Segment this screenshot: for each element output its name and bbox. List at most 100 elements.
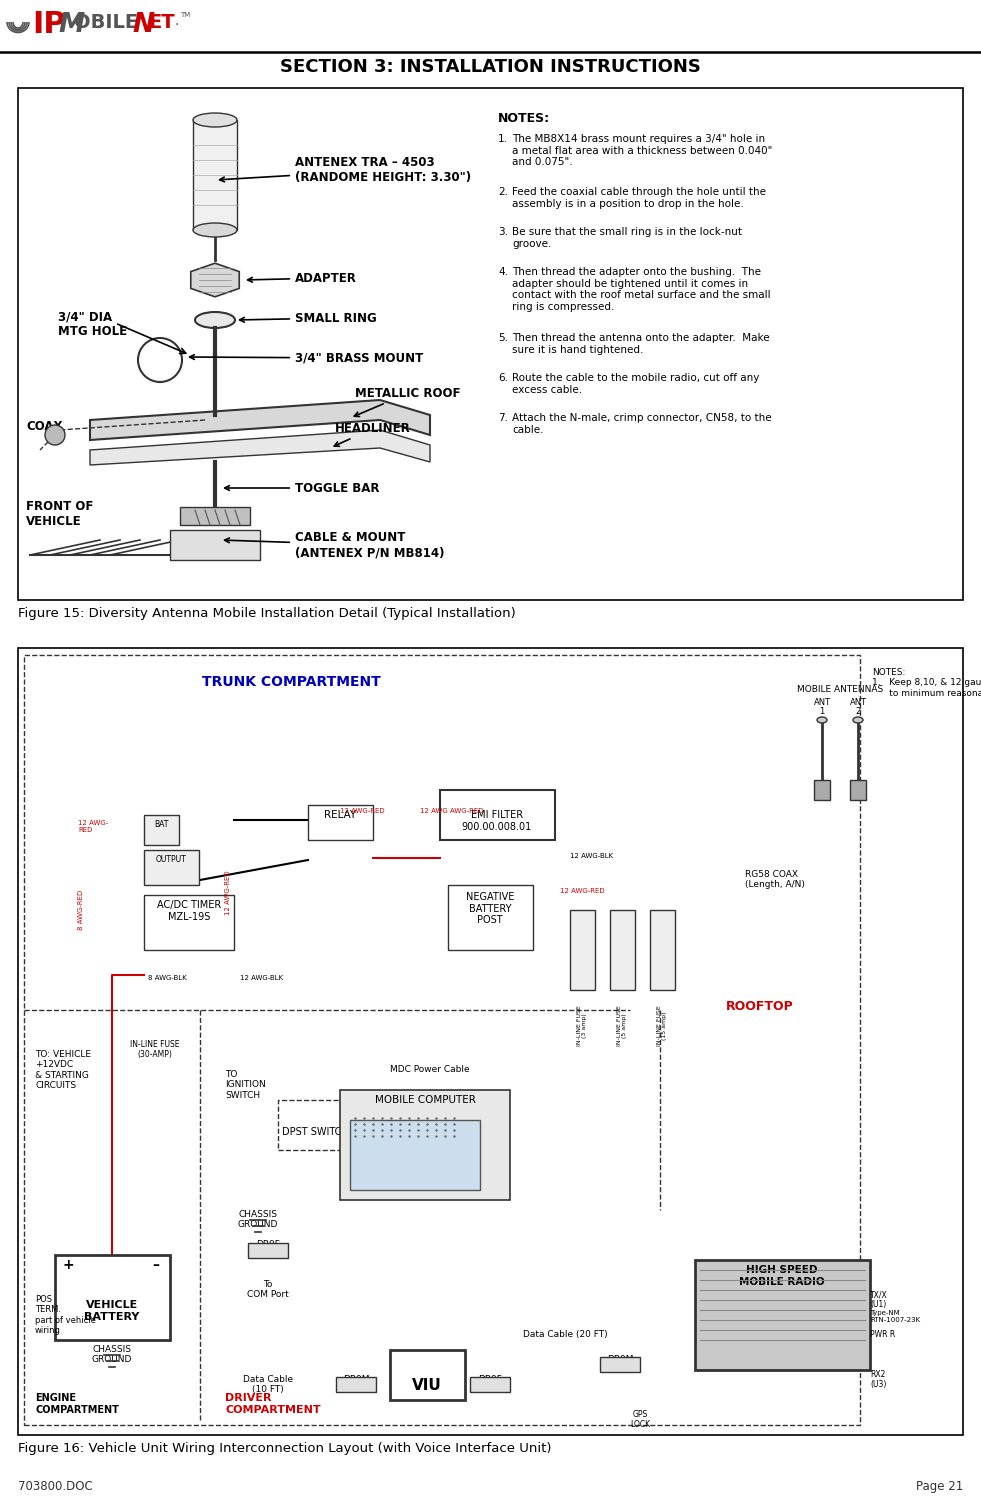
Text: 2.: 2. [498, 188, 508, 196]
Text: 3.: 3. [498, 226, 508, 237]
Bar [144, 850, 199, 885]
Text: The MB8X14 brass mount requires a 3/4" hole in
a metal flat area with a thicknes: The MB8X14 brass mount requires a 3/4" h… [512, 134, 772, 166]
Text: DB9M: DB9M [607, 1354, 634, 1364]
Text: IN-LINE FUSE
(30-AMP): IN-LINE FUSE (30-AMP) [130, 1040, 180, 1059]
Text: 12 AWG-BLK: 12 AWG-BLK [570, 853, 613, 859]
Text: Data Cable (20 FT): Data Cable (20 FT) [523, 1330, 607, 1340]
Text: 12 AWG-BLK: 12 AWG-BLK [240, 975, 284, 981]
Ellipse shape [853, 717, 863, 723]
Bar [350, 1120, 480, 1190]
Circle shape [138, 338, 182, 382]
Text: IP: IP [32, 10, 66, 39]
Text: DB9M: DB9M [342, 1376, 369, 1384]
Text: CABLE & MOUNT
(ANTENEX P/N MB814): CABLE & MOUNT (ANTENEX P/N MB814) [225, 531, 444, 560]
Text: ANT: ANT [813, 698, 831, 706]
Circle shape [45, 424, 65, 445]
Text: FRONT OF
VEHICLE: FRONT OF VEHICLE [26, 500, 93, 528]
Text: 12 AWG AWG-RED: 12 AWG AWG-RED [420, 808, 484, 814]
Bar [55, 1256, 170, 1340]
Text: ANTENEX TRA – 4503
(RANDOME HEIGHT: 3.30"): ANTENEX TRA – 4503 (RANDOME HEIGHT: 3.30… [220, 156, 471, 184]
Text: Route the cable to the mobile radio, cut off any
excess cable.: Route the cable to the mobile radio, cut… [512, 374, 759, 394]
Text: 12 AWG-RED: 12 AWG-RED [340, 808, 385, 814]
Text: 5.: 5. [498, 333, 508, 344]
Bar [650, 910, 675, 990]
Bar [695, 1260, 870, 1370]
Text: AC/DC TIMER
MZL-19S: AC/DC TIMER MZL-19S [157, 900, 221, 921]
Bar [18, 648, 963, 1436]
Text: ANT: ANT [850, 698, 866, 706]
Text: N: N [132, 12, 154, 38]
Text: TM: TM [180, 12, 190, 18]
Text: ADAPTER: ADAPTER [247, 272, 357, 285]
Text: MOBILE COMPUTER: MOBILE COMPUTER [375, 1095, 476, 1106]
Ellipse shape [193, 112, 237, 128]
Text: VEHICLE
BATTERY: VEHICLE BATTERY [84, 1300, 139, 1322]
Text: 12 AWG-RED: 12 AWG-RED [225, 870, 231, 915]
Text: Feed the coaxial cable through the hole until the
assembly is in a position to d: Feed the coaxial cable through the hole … [512, 188, 766, 209]
Text: 1: 1 [819, 706, 825, 716]
Text: Figure 15: Diversity Antenna Mobile Installation Detail (Typical Installation): Figure 15: Diversity Antenna Mobile Inst… [18, 608, 516, 619]
Polygon shape [90, 430, 430, 465]
Text: Then thread the antenna onto the adapter.  Make
sure it is hand tightened.: Then thread the antenna onto the adapter… [512, 333, 770, 354]
Text: Page 21: Page 21 [915, 1480, 963, 1492]
Bar [850, 780, 866, 800]
Text: 3/4" DIA
MTG HOLE: 3/4" DIA MTG HOLE [58, 310, 128, 338]
Bar [600, 1358, 640, 1372]
Text: Then thread the adapter onto the bushing.  The
adapter should be tightened until: Then thread the adapter onto the bushing… [512, 267, 771, 312]
Text: 7.: 7. [498, 413, 508, 423]
Text: NOTES:
1.   Keep 8,10, & 12 gauge wire runs
      to minimum reasonable length.: NOTES: 1. Keep 8,10, & 12 gauge wire run… [872, 668, 981, 698]
Text: TRUNK COMPARTMENT: TRUNK COMPARTMENT [202, 675, 381, 688]
Text: COAX: COAX [26, 420, 63, 434]
Text: Type-NM
RTN-1007-23K: Type-NM RTN-1007-23K [870, 1310, 920, 1323]
Bar [814, 780, 830, 800]
Text: Data Cable
(10 FT): Data Cable (10 FT) [243, 1376, 293, 1395]
Text: +: + [62, 1258, 74, 1272]
Text: MDC Power Cable: MDC Power Cable [390, 1065, 470, 1074]
Text: 4.: 4. [498, 267, 508, 278]
Text: SMALL RING: SMALL RING [239, 312, 377, 324]
Text: ROOFTOP: ROOFTOP [726, 1000, 794, 1012]
Bar [278, 1100, 353, 1150]
Text: NEGATIVE
BATTERY
POST: NEGATIVE BATTERY POST [466, 892, 514, 926]
Text: IN-LINE FUSE
(5 amp): IN-LINE FUSE (5 amp) [617, 1005, 628, 1046]
Bar [440, 790, 555, 840]
Text: TO: VEHICLE
+12VDC
& STARTING
CIRCUITS: TO: VEHICLE +12VDC & STARTING CIRCUITS [35, 1050, 91, 1090]
Text: OBILE: OBILE [74, 13, 138, 32]
Bar [610, 910, 635, 990]
Text: CHASSIS
GROUND: CHASSIS GROUND [92, 1346, 132, 1365]
Text: NOTES:: NOTES: [498, 112, 550, 125]
Bar [248, 1244, 288, 1258]
Text: METALLIC ROOF: METALLIC ROOF [354, 387, 460, 417]
Bar [448, 885, 533, 950]
Text: GPS
LOCK: GPS LOCK [630, 1410, 650, 1430]
Bar [24, 656, 860, 1425]
Bar [144, 896, 234, 950]
Text: 12 AWG-RED: 12 AWG-RED [560, 888, 604, 894]
Text: .: . [174, 13, 179, 28]
Text: 6.: 6. [498, 374, 508, 382]
Text: HEADLINER: HEADLINER [335, 422, 411, 447]
Text: DB9F: DB9F [256, 1240, 280, 1250]
Bar [390, 1350, 465, 1400]
Text: 3/4" BRASS MOUNT: 3/4" BRASS MOUNT [189, 351, 423, 364]
Text: OUTPUT: OUTPUT [156, 855, 186, 864]
Polygon shape [90, 400, 430, 439]
Bar [193, 120, 237, 230]
Text: RELAY: RELAY [324, 810, 356, 820]
Text: 8 AWG-BLK: 8 AWG-BLK [148, 975, 186, 981]
Text: CHASSIS
GROUND: CHASSIS GROUND [237, 1210, 279, 1230]
Text: PWR R: PWR R [870, 1330, 896, 1340]
Text: 2: 2 [855, 706, 860, 716]
Ellipse shape [195, 312, 235, 328]
Bar [170, 530, 260, 560]
Text: Attach the N-male, crimp connector, CN58, to the
cable.: Attach the N-male, crimp connector, CN58… [512, 413, 772, 435]
Text: 1.: 1. [498, 134, 508, 144]
Text: EMI FILTER
900.00.008.01: EMI FILTER 900.00.008.01 [462, 810, 532, 831]
Text: –: – [152, 1258, 159, 1272]
Text: To
COM Port: To COM Port [247, 1280, 288, 1299]
Bar [340, 1090, 510, 1200]
Bar [308, 806, 373, 840]
Bar [570, 910, 595, 990]
Text: RX2
(U3): RX2 (U3) [870, 1370, 887, 1389]
Text: HIGH SPEED
MOBILE RADIO: HIGH SPEED MOBILE RADIO [740, 1264, 825, 1287]
